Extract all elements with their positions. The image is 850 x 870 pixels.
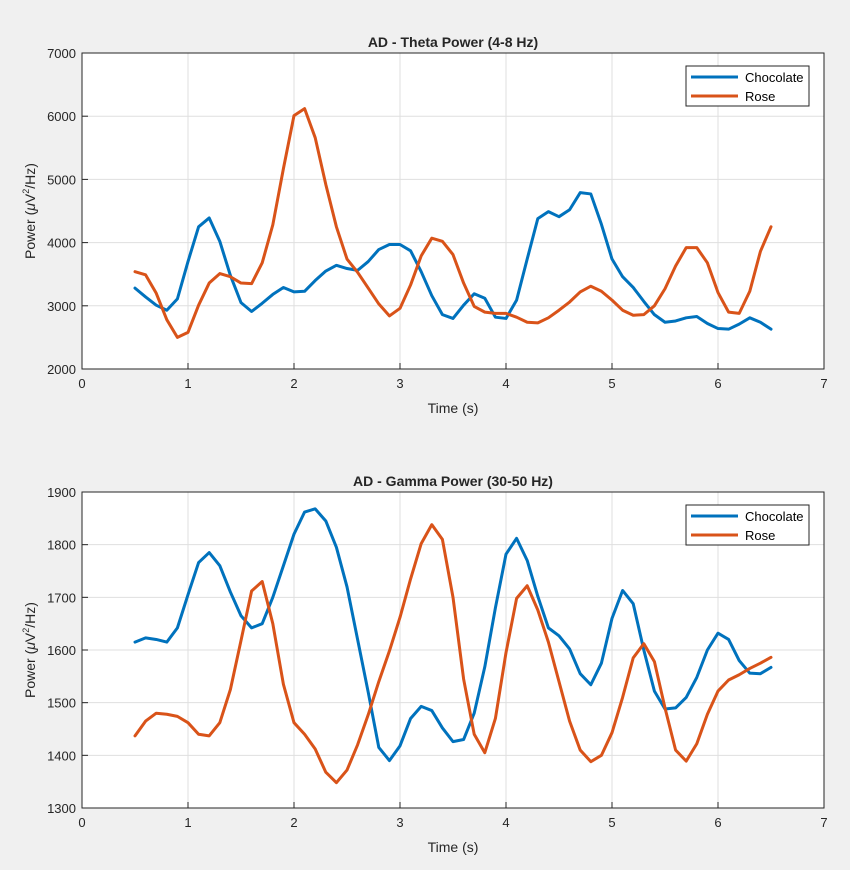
x-axis-label: Time (s): [428, 839, 479, 855]
y-tick-label: 1300: [47, 801, 76, 816]
series-lines: [133, 107, 773, 339]
x-tick-label: 4: [502, 376, 509, 391]
y-tick-label: 5000: [47, 172, 76, 187]
x-axis-label: Time (s): [428, 400, 479, 416]
y-tick-label: 2000: [47, 362, 76, 377]
y-label-unit: V: [22, 632, 38, 642]
y-tick-label: 7000: [47, 46, 76, 61]
legend-box: [685, 504, 810, 546]
y-label-prefix: Power (: [22, 649, 38, 698]
legend-label-chocolate: Chocolate: [745, 70, 804, 85]
x-tick-label: 2: [290, 376, 297, 391]
y-label-superscript: 2: [21, 628, 31, 633]
x-tick-label: 1: [184, 815, 191, 830]
y-label-superscript: 2: [21, 189, 31, 194]
x-tick-label: 0: [78, 376, 85, 391]
y-tick-label: 4000: [47, 236, 76, 251]
series-line-rose: [133, 107, 773, 339]
x-tick-label: 2: [290, 815, 297, 830]
y-tick-labels: 2000 3000 4000 5000 6000 7000: [47, 46, 88, 377]
x-tick-label: 0: [78, 815, 85, 830]
x-tick-label: 5: [608, 376, 615, 391]
x-tick-label: 4: [502, 815, 509, 830]
legend-label-rose: Rose: [745, 528, 775, 543]
gamma-power-plot: 0 1 2 3 4 5 6 7 1300 1400 1500 1600 1700 1800 1900 AD…: [21, 473, 828, 855]
plot-box: [81, 52, 825, 370]
y-label-unit: V: [22, 193, 38, 203]
y-label-suffix: /Hz): [22, 163, 38, 189]
y-tick-label: 1400: [47, 748, 76, 763]
y-label-mu: μ: [22, 642, 38, 651]
x-tick-label: 3: [396, 815, 403, 830]
y-axis-label: Power (μV2/Hz): [21, 602, 38, 698]
y-tick-label: 1800: [47, 538, 76, 553]
y-tick-label: 6000: [47, 109, 76, 124]
series-line-rose: [133, 523, 773, 785]
grid-lines: [82, 53, 824, 369]
y-tick-labels: 1300 1400 1500 1600 1700 1800 1900: [47, 485, 88, 816]
y-tick-label: 1700: [47, 590, 76, 605]
y-label-prefix: Power (: [22, 210, 38, 259]
y-axis-label: Power (μV2/Hz): [21, 163, 38, 259]
x-tick-label: 7: [820, 376, 827, 391]
x-tick-label: 3: [396, 376, 403, 391]
series-line-chocolate: [133, 191, 773, 331]
x-tick-labels: 0 1 2 3 4 5 6 7: [78, 363, 828, 391]
y-label-mu: μ: [22, 203, 38, 212]
legend: Chocolate Rose: [685, 504, 810, 546]
x-tick-label: 1: [184, 376, 191, 391]
chart-title: AD - Theta Power (4-8 Hz): [368, 34, 538, 50]
x-tick-labels: 0 1 2 3 4 5 6 7: [78, 802, 828, 830]
series-lines: [133, 507, 773, 785]
legend-label-rose: Rose: [745, 89, 775, 104]
x-tick-label: 5: [608, 815, 615, 830]
x-tick-label: 7: [820, 815, 827, 830]
y-tick-label: 1500: [47, 696, 76, 711]
y-tick-label: 1600: [47, 643, 76, 658]
y-label-suffix: /Hz): [22, 602, 38, 628]
legend-box: [685, 65, 810, 107]
x-tick-label: 6: [714, 815, 721, 830]
chart-title: AD - Gamma Power (30-50 Hz): [353, 473, 553, 489]
legend: Chocolate Rose: [685, 65, 810, 107]
x-tick-label: 6: [714, 376, 721, 391]
y-tick-label: 3000: [47, 299, 76, 314]
legend-label-chocolate: Chocolate: [745, 509, 804, 524]
theta-power-plot: 0 1 2 3 4 5 6 7 2000 3000 4000 5000 6000 7000 AD - T…: [21, 34, 828, 416]
y-tick-label: 1900: [47, 485, 76, 500]
